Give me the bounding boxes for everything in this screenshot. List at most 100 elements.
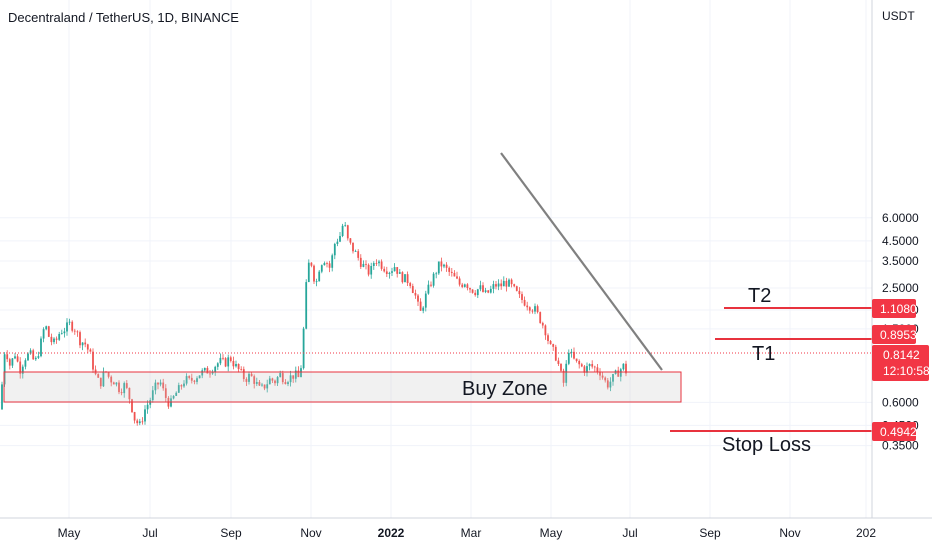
- candle-body: [609, 381, 612, 388]
- candle-body: [411, 286, 414, 293]
- candle-body: [66, 322, 68, 332]
- candle-body: [606, 380, 609, 388]
- candle-body: [16, 356, 19, 362]
- candle-body: [6, 354, 9, 360]
- candle-body: [154, 382, 157, 391]
- candle-body: [362, 263, 365, 267]
- candle-body: [183, 383, 185, 387]
- x-tick-label: 2022: [378, 526, 405, 540]
- candle-body: [115, 382, 118, 385]
- candle-body: [120, 392, 123, 394]
- candle-body: [128, 387, 131, 400]
- badge-current: 0.8142 12:10:58: [872, 345, 930, 381]
- candle-body: [617, 370, 620, 377]
- candle-body: [21, 366, 24, 374]
- candle-body: [430, 284, 432, 286]
- candle-body: [323, 263, 326, 266]
- candle-body: [172, 395, 175, 399]
- candle-body: [216, 363, 219, 367]
- candle-body: [557, 360, 560, 364]
- candle-body: [510, 279, 513, 285]
- candle-body: [523, 299, 526, 306]
- candle-body: [211, 372, 214, 374]
- candle-body: [333, 243, 336, 256]
- candle-body: [315, 281, 318, 283]
- candle-body: [487, 290, 490, 293]
- candle-body: [58, 333, 61, 340]
- candle-body: [344, 225, 347, 227]
- candle-body: [536, 306, 539, 313]
- candle-body: [398, 272, 401, 274]
- candle-body: [300, 368, 302, 378]
- candle-body: [476, 289, 479, 296]
- candle-body: [201, 370, 204, 376]
- candle-body: [443, 264, 445, 267]
- candle-body: [237, 363, 240, 370]
- candle-body: [578, 360, 581, 365]
- candle-body: [456, 276, 458, 279]
- t2-label: T2: [748, 285, 771, 307]
- candle-body: [34, 357, 37, 360]
- candle-body: [378, 261, 380, 264]
- candle-body: [164, 388, 167, 398]
- candle-body: [224, 358, 227, 367]
- candle-body: [14, 356, 16, 359]
- badge-t1-text: 0.8953: [880, 328, 917, 342]
- badge-t1-bg: [872, 325, 916, 344]
- candle-body: [424, 293, 427, 308]
- y-axis-unit: USDT: [882, 9, 915, 23]
- candle-body: [554, 346, 557, 361]
- candle-body: [354, 251, 357, 252]
- candle-body: [357, 251, 360, 258]
- buy-zone-box: [3, 371, 682, 403]
- candle-body: [471, 289, 474, 293]
- candle-body: [580, 364, 583, 367]
- candles: [1, 221, 627, 426]
- candle-body: [99, 377, 102, 387]
- candle-body: [157, 382, 159, 385]
- candle-body: [50, 336, 53, 343]
- candle-body: [419, 301, 422, 311]
- candle-body: [284, 382, 287, 385]
- candle-body: [294, 370, 297, 379]
- candle-body: [232, 360, 235, 367]
- candle-body: [133, 412, 136, 421]
- candle-body: [417, 295, 419, 302]
- candle-body: [190, 377, 193, 381]
- candle-body: [47, 326, 50, 337]
- candle-body: [175, 392, 178, 396]
- candle-body: [505, 280, 508, 287]
- badge-t2-text: 1.1080: [880, 302, 917, 316]
- candle-body: [326, 263, 328, 264]
- candle-body: [328, 263, 331, 268]
- candle-body: [422, 307, 425, 311]
- badge-stop-loss-bg: [872, 422, 916, 441]
- candle-body: [188, 376, 191, 378]
- candle-body: [591, 364, 594, 367]
- candle-body: [123, 383, 126, 394]
- candle-body: [346, 225, 349, 239]
- candle-body: [11, 358, 14, 366]
- candle-body: [84, 342, 87, 345]
- candle-body: [575, 358, 578, 361]
- candle-body: [248, 373, 250, 382]
- candle-body: [518, 290, 521, 295]
- candle-body: [162, 382, 165, 389]
- badge-stop-loss: 0.4942: [872, 422, 917, 441]
- t1-label: T1: [752, 343, 775, 365]
- candle-body: [240, 369, 243, 370]
- candle-body: [3, 354, 6, 385]
- candle-body: [53, 338, 55, 343]
- candle-body: [219, 357, 222, 364]
- x-tick-label: May: [540, 526, 563, 540]
- candle-body: [562, 370, 565, 383]
- candle-body: [466, 284, 469, 288]
- candle-body: [1, 384, 3, 410]
- candle-body: [495, 284, 497, 287]
- candle-body: [570, 351, 573, 353]
- candle-body: [567, 352, 570, 364]
- candle-body: [593, 366, 596, 368]
- candle-body: [500, 283, 503, 287]
- candle-body: [136, 420, 139, 424]
- buy-zone-label: Buy Zone: [462, 378, 548, 400]
